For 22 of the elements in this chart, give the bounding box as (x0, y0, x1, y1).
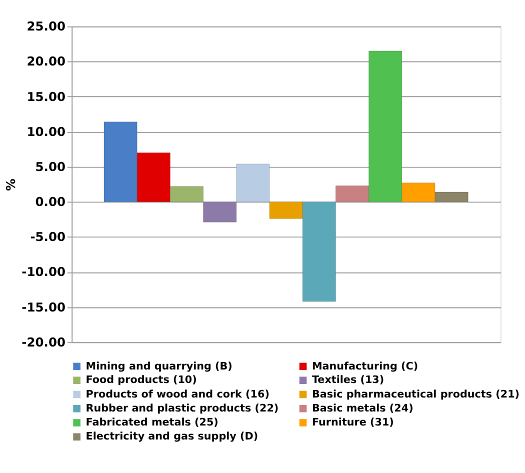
legend-label: Manufacturing (C) (312, 360, 418, 372)
legend-label: Products of wood and cork (16) (86, 388, 270, 400)
y-tick-label: 15.00 (26, 90, 66, 104)
legend-label: Furniture (31) (312, 416, 394, 429)
y-tick-label: 10.00 (26, 124, 66, 139)
legend-label: Rubber and plastic products (22) (86, 402, 279, 414)
legend-label: Mining and quarrying (B) (86, 360, 232, 372)
legend-label: Textiles (13) (312, 374, 384, 386)
y-tick-label: -5.00 (30, 230, 66, 244)
legend-label: Electricity and gas supply (D) (86, 430, 258, 443)
y-tick-label: -15.00 (22, 300, 66, 314)
legend-label: Food products (10) (86, 374, 197, 386)
y-tick-label: -20.00 (22, 335, 66, 350)
y-tick-label: -10.00 (22, 265, 66, 280)
legend-label: Fabricated metals (25) (86, 416, 218, 429)
y-tick-label: 20.00 (26, 54, 66, 69)
y-axis-title: % (4, 178, 18, 191)
y-tick-label: 25.00 (26, 20, 66, 34)
legend-label: Basic metals (24) (312, 402, 414, 414)
legend-label: Basic pharmaceutical products (21) (312, 388, 520, 400)
y-tick-label: 5.00 (35, 160, 66, 174)
y-tick-label: 0.00 (35, 195, 66, 210)
